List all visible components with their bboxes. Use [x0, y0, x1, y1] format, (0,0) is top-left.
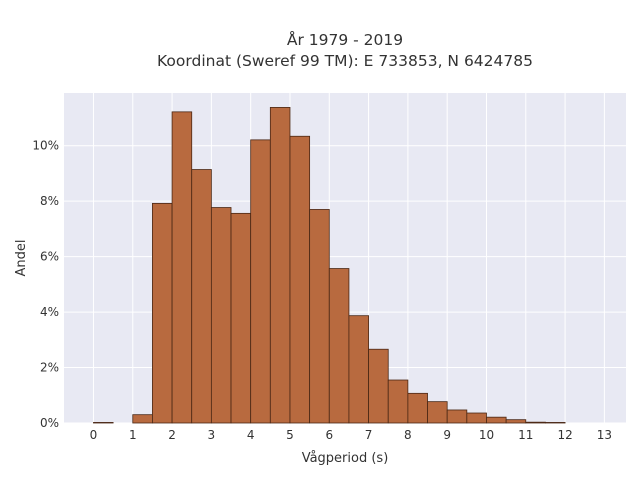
- x-tick-label: 6: [325, 428, 333, 442]
- x-tick-label: 0: [90, 428, 98, 442]
- histogram-bar: [289, 135, 311, 424]
- x-tick-label: 2: [168, 428, 176, 442]
- histogram-bar: [545, 422, 566, 424]
- x-tick-label: 11: [518, 428, 533, 442]
- x-tick-label: 5: [286, 428, 294, 442]
- bar-series: [93, 107, 566, 424]
- y-axis-ticks: 0% 2% 4% 6% 8% 10%: [32, 139, 59, 430]
- histogram-bar: [191, 169, 212, 424]
- histogram-bar: [152, 202, 173, 424]
- chart-subtitle: Koordinat (Sweref 99 TM): E 733853, N 64…: [157, 52, 533, 70]
- histogram-bar: [348, 315, 369, 424]
- y-tick-label: 6%: [40, 250, 59, 264]
- y-tick-label: 0%: [40, 416, 59, 430]
- histogram-bar: [250, 139, 271, 424]
- histogram-bar: [309, 209, 330, 424]
- x-tick-label: 4: [247, 428, 255, 442]
- y-tick-label: 4%: [40, 305, 59, 319]
- y-tick-label: 8%: [40, 194, 59, 208]
- histogram-bar: [210, 207, 232, 424]
- histogram-bar: [230, 212, 252, 424]
- histogram-bar: [466, 412, 487, 424]
- x-tick-label: 1: [129, 428, 137, 442]
- x-tick-label: 13: [597, 428, 612, 442]
- histogram-bar: [328, 268, 350, 424]
- histogram-bar: [171, 111, 193, 424]
- histogram-bar: [486, 416, 507, 424]
- x-axis-ticks: 0 1 2 3 4 5 6 7 8 9 10 11 12 13: [90, 428, 612, 442]
- histogram-bar: [407, 392, 428, 424]
- x-tick-label: 10: [479, 428, 494, 442]
- x-tick-label: 7: [365, 428, 373, 442]
- histogram-bar: [368, 348, 389, 424]
- y-tick-label: 2%: [40, 361, 59, 375]
- x-tick-label: 12: [557, 428, 572, 442]
- x-axis-label: Vågperiod (s): [302, 451, 389, 466]
- x-tick-label: 3: [208, 428, 216, 442]
- histogram-bar: [132, 414, 153, 424]
- chart-title: År 1979 - 2019: [287, 30, 403, 49]
- histogram-bar: [505, 419, 527, 424]
- histogram-bar: [387, 379, 409, 424]
- histogram-bar: [269, 107, 291, 424]
- y-tick-label: 10%: [32, 139, 59, 153]
- x-tick-label: 8: [404, 428, 412, 442]
- y-axis-label: Andel: [14, 240, 29, 277]
- histogram-bar: [525, 421, 546, 424]
- histogram-bar: [93, 422, 114, 424]
- histogram-bar: [427, 401, 448, 424]
- histogram-bar: [446, 409, 468, 424]
- x-tick-label: 9: [443, 428, 451, 442]
